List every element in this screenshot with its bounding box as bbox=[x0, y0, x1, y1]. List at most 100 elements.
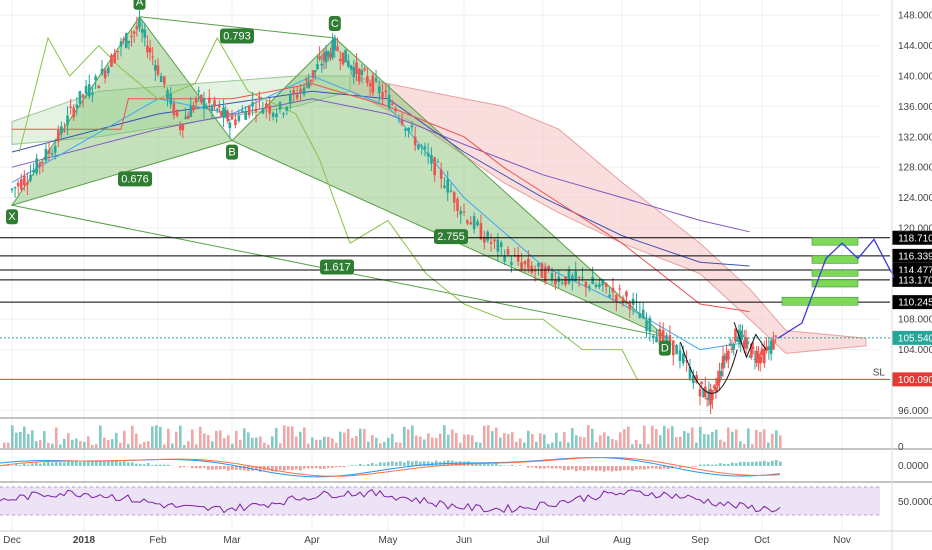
macd-bar bbox=[95, 460, 98, 466]
candle-body bbox=[560, 282, 564, 284]
macd-bar bbox=[99, 461, 102, 466]
candle-body bbox=[520, 262, 523, 270]
volume-bar bbox=[15, 432, 18, 448]
macd-bar bbox=[531, 466, 534, 468]
volume-bar bbox=[31, 430, 34, 448]
macd-bar bbox=[43, 462, 46, 466]
macd-bar bbox=[359, 463, 362, 466]
candle-body bbox=[47, 150, 51, 154]
macd-bar bbox=[651, 466, 654, 469]
macd-bar bbox=[15, 464, 18, 466]
volume-bar bbox=[667, 428, 670, 448]
candle-body bbox=[329, 53, 332, 59]
volume-bar bbox=[147, 441, 150, 448]
candle-body bbox=[16, 182, 20, 187]
macd-bar bbox=[79, 461, 82, 466]
candle-body bbox=[469, 222, 473, 225]
candle-body bbox=[404, 128, 407, 131]
volume-bar bbox=[251, 437, 254, 448]
candle-body bbox=[452, 192, 456, 203]
candle-body bbox=[707, 390, 711, 400]
volume-bar bbox=[439, 433, 442, 448]
candle-body bbox=[483, 237, 486, 243]
candle-body bbox=[194, 98, 198, 103]
candle-body bbox=[391, 103, 394, 105]
candle-body bbox=[50, 153, 54, 155]
volume-bar bbox=[399, 442, 402, 448]
level-value: 116.339 bbox=[898, 251, 932, 262]
level-tag bbox=[892, 295, 932, 310]
pattern-point-badge bbox=[226, 144, 238, 160]
volume-bar bbox=[411, 425, 414, 448]
volume-bar bbox=[263, 442, 266, 448]
volume-bar bbox=[619, 432, 622, 448]
volume-bar bbox=[351, 437, 354, 448]
macd-bar bbox=[767, 461, 770, 466]
candle-body bbox=[760, 348, 764, 356]
macd-bar bbox=[127, 462, 130, 466]
macd-bar bbox=[315, 466, 318, 469]
volume-bar bbox=[343, 432, 346, 448]
macd-bar bbox=[87, 461, 90, 466]
price-candles bbox=[10, 8, 778, 415]
candle-body bbox=[714, 386, 718, 392]
macd-bar bbox=[231, 466, 234, 470]
volume-bar bbox=[39, 439, 42, 448]
volume-bar bbox=[199, 426, 202, 448]
price-tick: 108.000 bbox=[898, 315, 932, 326]
volume-bar bbox=[187, 441, 190, 448]
candle-body bbox=[537, 263, 540, 267]
macd-bar bbox=[599, 466, 602, 471]
candle-body bbox=[366, 76, 369, 83]
candle-body bbox=[423, 146, 427, 150]
candle-body bbox=[767, 346, 771, 350]
volume-bar bbox=[775, 430, 778, 448]
volume-bar bbox=[207, 435, 210, 448]
macd-bar bbox=[343, 466, 346, 468]
candle-body bbox=[213, 100, 216, 107]
candle-body bbox=[436, 161, 440, 163]
candle-body bbox=[307, 81, 310, 89]
candle-body bbox=[311, 70, 315, 78]
candle-body bbox=[163, 76, 166, 85]
price-tick: 148.000 bbox=[898, 11, 932, 22]
macd-bar bbox=[583, 466, 586, 472]
volume-bar bbox=[267, 444, 270, 448]
projection-path bbox=[680, 238, 895, 394]
candle-body bbox=[172, 103, 176, 115]
candle-body bbox=[625, 291, 628, 297]
volume-bar bbox=[211, 441, 214, 448]
ma-purple-slow bbox=[11, 98, 750, 233]
macd-bar bbox=[319, 466, 322, 469]
candle-body bbox=[413, 136, 417, 146]
candle-body bbox=[72, 107, 76, 118]
candle-body bbox=[730, 348, 734, 351]
candle-body bbox=[309, 79, 313, 82]
volume-bar bbox=[519, 438, 522, 448]
candle-body bbox=[530, 265, 534, 273]
macd-bar bbox=[219, 466, 222, 470]
volume-bar bbox=[303, 427, 306, 448]
candle-body bbox=[63, 130, 66, 132]
macd-bar bbox=[291, 466, 294, 471]
ratio-badge bbox=[434, 229, 468, 245]
pattern-point-label: X bbox=[8, 211, 16, 223]
macd-bar bbox=[691, 466, 694, 467]
volume-bar bbox=[359, 428, 362, 448]
pattern-line-ac bbox=[139, 16, 335, 39]
volume-bar bbox=[247, 432, 250, 448]
macd-bar bbox=[555, 466, 558, 469]
candle-body bbox=[251, 102, 254, 107]
volume-bar bbox=[655, 429, 658, 448]
volume-bar bbox=[203, 433, 206, 448]
candle-body bbox=[641, 309, 645, 319]
macd-bar bbox=[563, 466, 566, 471]
candle-body bbox=[506, 249, 510, 255]
candle-body bbox=[140, 28, 144, 33]
candle-body bbox=[148, 47, 152, 53]
volume-bar bbox=[295, 436, 298, 448]
candle-body bbox=[493, 239, 496, 242]
price-tick: 124.000 bbox=[898, 193, 932, 204]
volume-bar bbox=[59, 444, 62, 448]
volume-bar bbox=[495, 427, 498, 448]
